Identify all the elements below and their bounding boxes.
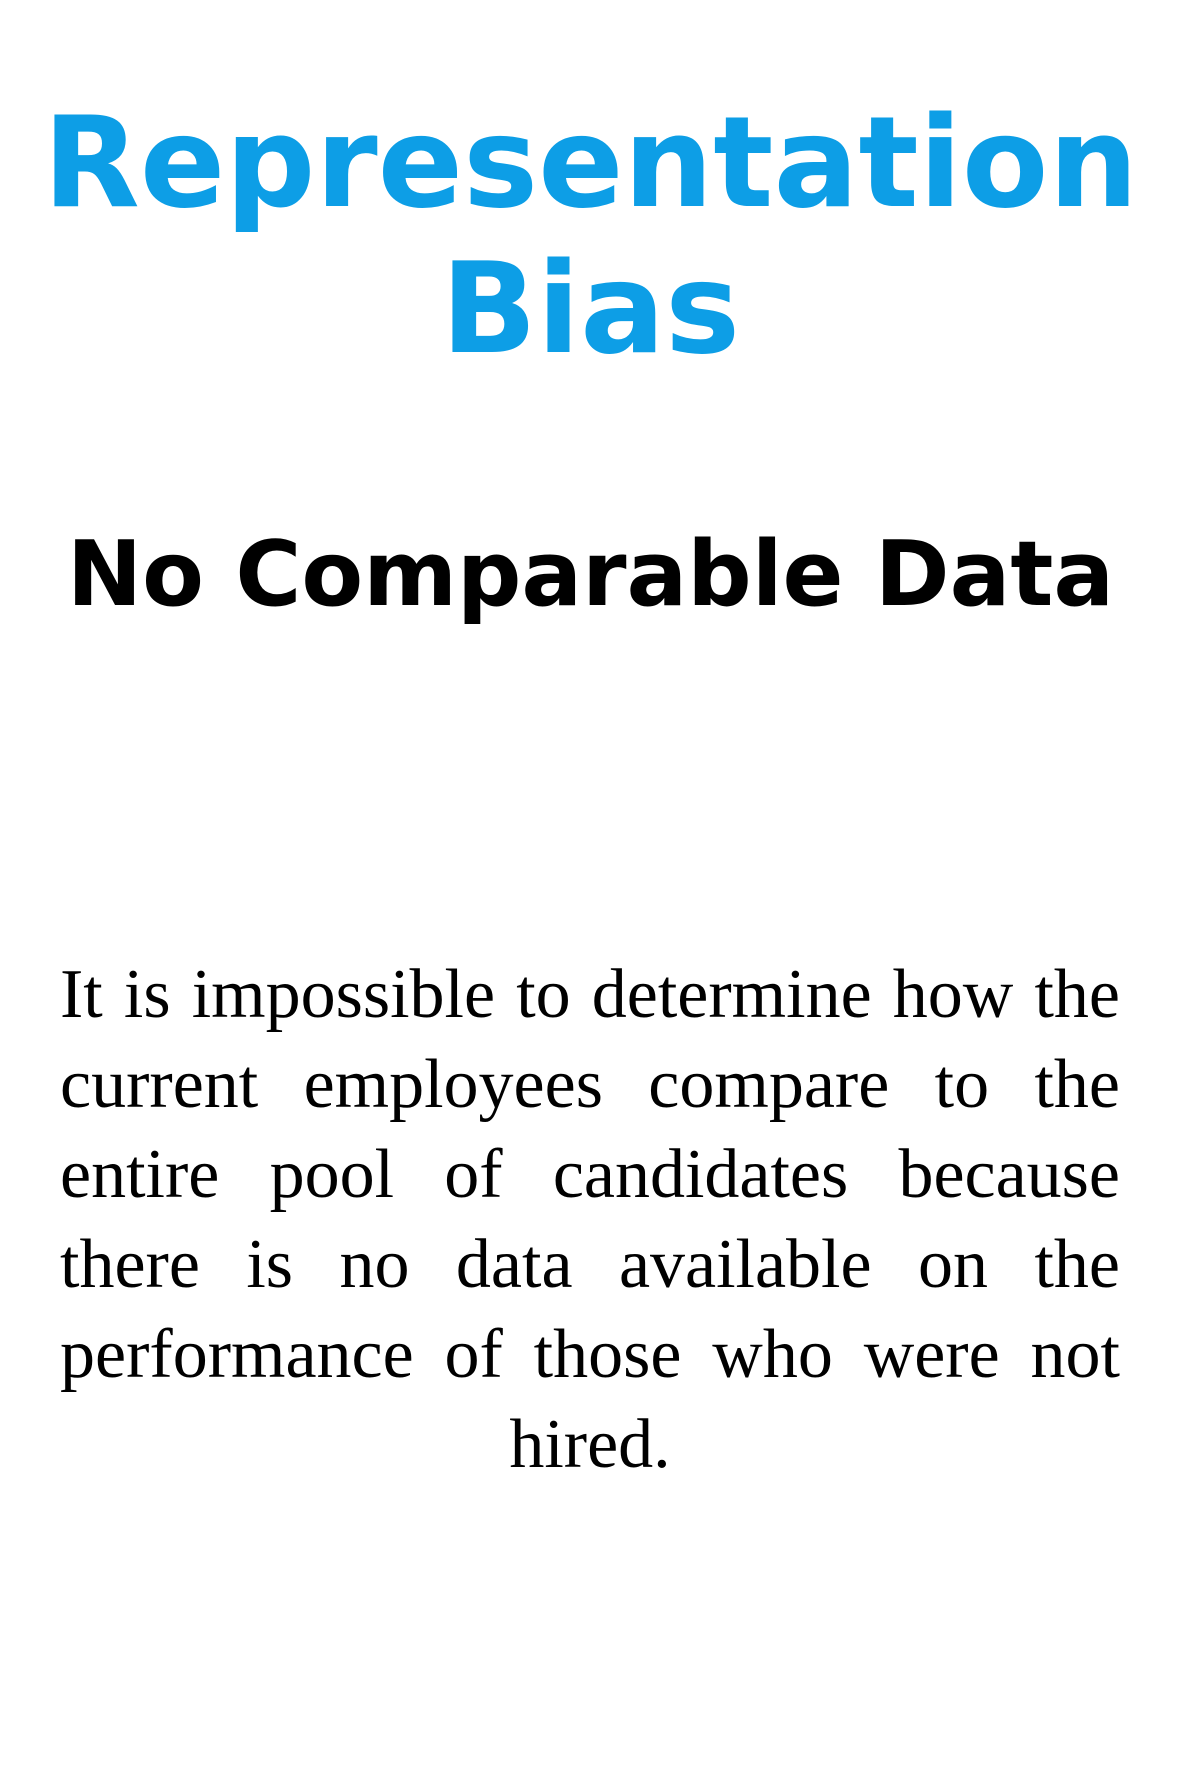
card-title-line-1: Representation xyxy=(42,89,1139,236)
card-title: Representation Bias xyxy=(0,90,1181,382)
card-title-line-2: Bias xyxy=(440,235,741,382)
card-body-text: It is impossible to determine how the cu… xyxy=(60,956,1120,1483)
card-subtitle: No Comparable Data xyxy=(66,522,1115,627)
